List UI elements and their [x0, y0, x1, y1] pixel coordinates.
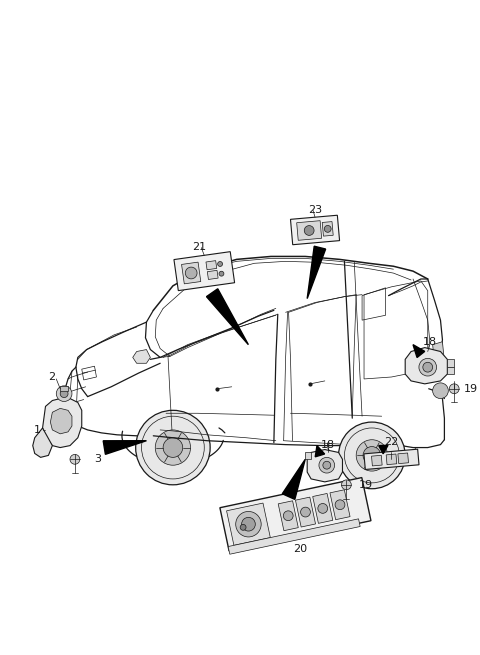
Text: 1: 1 — [34, 425, 41, 435]
Circle shape — [341, 480, 351, 490]
Text: 20: 20 — [293, 544, 307, 555]
Circle shape — [136, 410, 210, 485]
Polygon shape — [50, 408, 72, 434]
Polygon shape — [133, 350, 150, 364]
Polygon shape — [307, 246, 325, 299]
Polygon shape — [207, 271, 218, 280]
Polygon shape — [60, 386, 68, 391]
Circle shape — [356, 440, 387, 471]
Polygon shape — [220, 477, 371, 551]
Circle shape — [283, 511, 293, 521]
Polygon shape — [413, 345, 425, 358]
Polygon shape — [322, 221, 333, 236]
Polygon shape — [227, 503, 270, 546]
Circle shape — [319, 457, 335, 473]
Circle shape — [56, 386, 72, 402]
Circle shape — [423, 362, 432, 372]
Circle shape — [449, 384, 459, 394]
Text: 23: 23 — [308, 206, 322, 215]
Polygon shape — [307, 449, 342, 482]
Polygon shape — [379, 445, 388, 454]
Circle shape — [432, 383, 448, 398]
Circle shape — [318, 504, 328, 514]
Polygon shape — [405, 348, 447, 384]
Circle shape — [185, 267, 197, 279]
Polygon shape — [278, 501, 298, 531]
Text: 3: 3 — [95, 455, 101, 464]
Text: 18: 18 — [422, 337, 437, 346]
Polygon shape — [103, 441, 146, 455]
Polygon shape — [297, 221, 322, 240]
Circle shape — [236, 512, 261, 537]
Circle shape — [240, 525, 246, 531]
Circle shape — [323, 461, 331, 469]
Polygon shape — [447, 367, 454, 374]
Polygon shape — [296, 497, 315, 527]
Circle shape — [60, 390, 68, 398]
Polygon shape — [386, 454, 397, 464]
Circle shape — [419, 358, 437, 376]
Polygon shape — [282, 459, 305, 499]
Text: 19: 19 — [359, 480, 373, 490]
Circle shape — [338, 422, 405, 489]
Circle shape — [241, 517, 255, 531]
Polygon shape — [206, 261, 217, 270]
Polygon shape — [305, 453, 311, 459]
Text: 18: 18 — [321, 440, 335, 449]
Circle shape — [335, 500, 345, 510]
Polygon shape — [432, 342, 444, 364]
Polygon shape — [330, 490, 350, 519]
Circle shape — [163, 438, 183, 457]
Polygon shape — [312, 493, 333, 523]
Circle shape — [219, 271, 224, 276]
Polygon shape — [43, 398, 82, 447]
Circle shape — [155, 430, 191, 465]
Polygon shape — [447, 360, 454, 367]
Polygon shape — [315, 445, 324, 457]
Polygon shape — [364, 449, 419, 470]
Polygon shape — [398, 453, 408, 464]
Circle shape — [324, 225, 331, 233]
Text: 2: 2 — [48, 372, 55, 382]
Circle shape — [363, 447, 381, 464]
Polygon shape — [206, 289, 248, 345]
Polygon shape — [174, 252, 235, 291]
Polygon shape — [372, 455, 382, 466]
Polygon shape — [181, 262, 201, 284]
Circle shape — [70, 455, 80, 464]
Polygon shape — [33, 428, 52, 457]
Text: 22: 22 — [384, 437, 398, 447]
Circle shape — [300, 507, 311, 517]
Circle shape — [304, 225, 314, 235]
Text: 21: 21 — [192, 242, 206, 252]
Text: 19: 19 — [464, 384, 478, 394]
Circle shape — [217, 261, 223, 267]
Polygon shape — [228, 519, 360, 554]
Polygon shape — [290, 215, 339, 245]
